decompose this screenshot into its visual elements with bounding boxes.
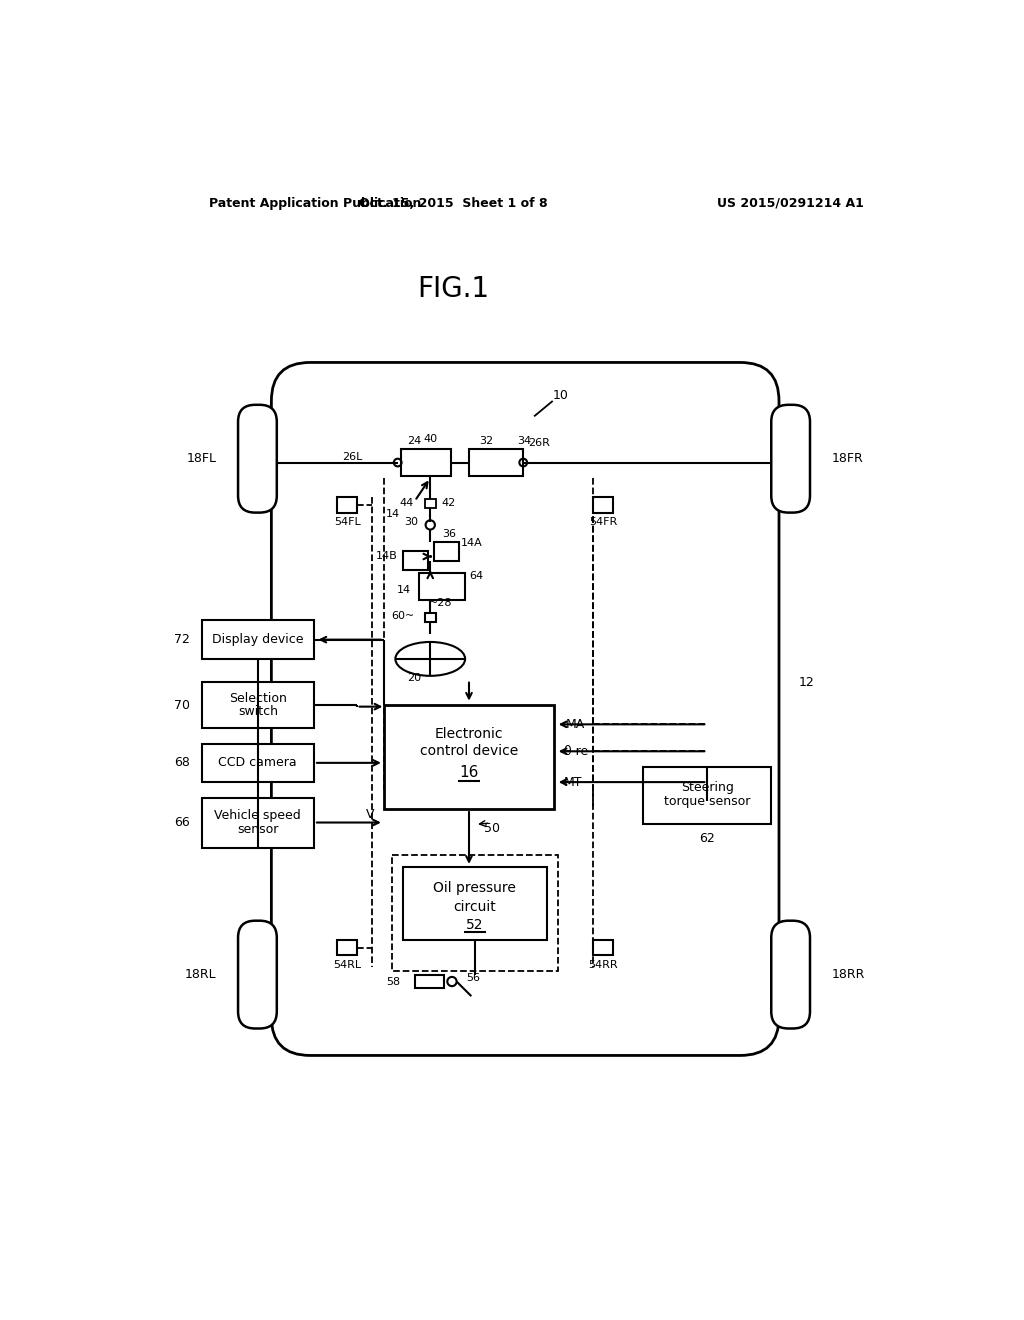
FancyBboxPatch shape [202,797,314,847]
Text: Display device: Display device [212,634,303,647]
FancyBboxPatch shape [400,449,452,477]
Text: 58: 58 [387,977,400,986]
FancyBboxPatch shape [593,940,613,956]
Text: Patent Application Publication: Patent Application Publication [209,197,422,210]
Text: 18FR: 18FR [831,453,863,465]
Text: sensor: sensor [238,822,279,836]
Text: Vehicle speed: Vehicle speed [214,809,301,822]
FancyBboxPatch shape [391,855,558,970]
FancyBboxPatch shape [434,543,459,561]
Text: 24: 24 [407,436,421,446]
Text: 54RR: 54RR [588,960,617,970]
Text: 20: 20 [407,673,421,684]
FancyBboxPatch shape [403,867,547,940]
FancyBboxPatch shape [643,767,771,825]
Text: FIG.1: FIG.1 [418,276,489,304]
Text: 10: 10 [553,389,568,403]
Text: 14A: 14A [461,539,483,548]
FancyBboxPatch shape [593,498,613,512]
Text: 54RL: 54RL [333,960,361,970]
FancyBboxPatch shape [419,573,465,599]
Text: 54FR: 54FR [589,517,617,527]
FancyBboxPatch shape [425,612,435,622]
Text: 32: 32 [479,436,494,446]
Text: 54FL: 54FL [334,517,360,527]
Text: 36: 36 [442,529,456,539]
Text: 70: 70 [174,698,190,711]
FancyBboxPatch shape [415,974,444,989]
Text: 18FL: 18FL [186,453,216,465]
Text: 14B: 14B [376,552,397,561]
Text: 42: 42 [442,498,456,508]
Text: V: V [366,808,374,821]
Text: 16: 16 [460,766,478,780]
Text: 18RR: 18RR [831,968,865,981]
FancyBboxPatch shape [271,363,779,1056]
FancyBboxPatch shape [238,921,276,1028]
Text: 44: 44 [400,498,414,508]
FancyBboxPatch shape [469,449,523,477]
Text: 52: 52 [466,919,483,932]
FancyBboxPatch shape [202,743,314,781]
Text: 62: 62 [699,832,715,845]
Text: US 2015/0291214 A1: US 2015/0291214 A1 [717,197,864,210]
Text: CCD camera: CCD camera [218,756,297,770]
Text: 64: 64 [469,570,483,581]
FancyBboxPatch shape [771,921,810,1028]
Text: torque sensor: torque sensor [665,795,751,808]
Text: Oil pressure: Oil pressure [433,882,516,895]
Text: 26L: 26L [343,453,362,462]
FancyBboxPatch shape [384,705,554,809]
FancyBboxPatch shape [771,405,810,512]
Text: 60~: 60~ [391,611,415,620]
FancyBboxPatch shape [425,499,435,508]
FancyBboxPatch shape [403,552,428,570]
Text: circuit: circuit [454,900,497,913]
Text: 40: 40 [423,434,437,445]
Text: 26R: 26R [527,438,550,449]
FancyBboxPatch shape [337,940,357,956]
Text: MT: MT [563,776,582,788]
Text: 68: 68 [174,756,190,770]
Text: 56: 56 [467,973,480,983]
Text: Steering: Steering [681,781,734,795]
Text: 72: 72 [174,634,190,647]
Text: 12: 12 [799,676,814,689]
FancyBboxPatch shape [337,498,357,512]
Text: Oct. 15, 2015  Sheet 1 of 8: Oct. 15, 2015 Sheet 1 of 8 [359,197,548,210]
Text: 34: 34 [517,436,531,446]
Text: switch: switch [238,705,278,718]
FancyBboxPatch shape [238,405,276,512]
Text: Selection: Selection [229,693,287,705]
Text: control device: control device [420,744,518,758]
Text: 50: 50 [484,822,501,834]
Text: 14: 14 [396,585,411,594]
Text: MA: MA [566,718,585,731]
Text: 14: 14 [386,510,400,519]
Text: ~28: ~28 [429,598,453,609]
Text: θ re: θ re [563,744,588,758]
FancyBboxPatch shape [202,620,314,659]
Text: 30: 30 [403,517,418,527]
Text: 66: 66 [174,816,190,829]
Text: Electronic: Electronic [435,727,503,742]
FancyBboxPatch shape [202,682,314,729]
Text: 18RL: 18RL [184,968,216,981]
